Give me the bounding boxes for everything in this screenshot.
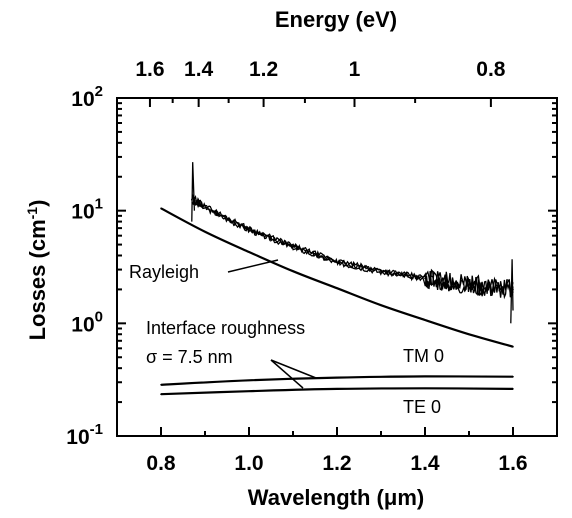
tm0-series-point (512, 375, 514, 378)
plot-layer (160, 162, 514, 396)
y-tick-exp: -1 (90, 421, 103, 438)
y-tick-base: 10 (71, 313, 94, 336)
rayleigh-leader (227, 259, 279, 273)
y-axis-title-main: Losses (cm (25, 219, 50, 340)
y-tick-label: 102 (71, 83, 103, 111)
rayleigh-series-point (204, 230, 206, 233)
x-tick-label: 1.0 (234, 452, 263, 475)
y-tick-base: 10 (71, 201, 94, 224)
y-tick-label: 101 (71, 196, 103, 224)
y-tick-base: 10 (66, 426, 89, 449)
tm0-label: TM 0 (403, 346, 444, 366)
rayleigh-series-point (160, 207, 162, 210)
rayleigh-label: Rayleigh (129, 262, 199, 282)
y-tick-base: 10 (71, 88, 94, 111)
y-tick-label: 100 (71, 308, 103, 336)
x-tick-label: 1.2 (322, 452, 351, 475)
te0-series-point (424, 387, 426, 390)
rayleigh-series-point (512, 345, 514, 348)
tm0-series-point (336, 376, 338, 379)
rayleigh-series-point (468, 333, 470, 336)
x-axis-title-text: Wavelength (μm) (248, 485, 424, 510)
x2-tick-label: 0.8 (476, 58, 506, 81)
y-axis-title-sup: -1 (24, 207, 40, 220)
plot-frame (116, 97, 558, 437)
te0-series-point (336, 388, 338, 390)
sigma-label: σ = 7.5 nm (146, 347, 233, 367)
x-tick-label: 0.8 (146, 452, 176, 475)
te0-series-point (248, 390, 250, 392)
rayleigh-series-point (380, 304, 382, 306)
rayleigh-series-point (248, 251, 250, 253)
y-tick-exp: 1 (95, 196, 103, 213)
sigma-leader-tm (270, 359, 317, 379)
measured-series-spike-start (191, 162, 196, 222)
x2-tick-label: 1.6 (135, 58, 164, 81)
y-tick-label: 10-1 (66, 421, 103, 449)
top-axis-title: Energy (eV) (275, 7, 397, 32)
x-tick-label: 1.6 (498, 452, 527, 475)
x2-tick-label: 1 (349, 58, 361, 81)
x2-tick-label: 1.2 (249, 58, 278, 81)
rayleigh-series-point (424, 319, 426, 321)
sigma-leader-te (270, 359, 304, 389)
y-tick-exp: 0 (95, 308, 103, 325)
interface-roughness-label: Interface roughness (146, 318, 305, 338)
tm0-series-point (248, 379, 250, 382)
measured-series-spike-end (510, 259, 514, 324)
x2-tick-label: 1.4 (184, 58, 214, 81)
te0-label: TE 0 (403, 397, 441, 417)
rayleigh-series-point (336, 287, 338, 290)
y-tick-exp: 2 (95, 83, 103, 100)
rayleigh-series-point (292, 270, 294, 273)
y-axis-title: Losses (cm-1) (24, 200, 50, 341)
x-tick-label: 1.4 (410, 452, 440, 475)
x-axis-title: Wavelength (μm) (248, 485, 424, 510)
te0-series-point (160, 393, 162, 395)
tm0-series-point (424, 375, 426, 378)
measured-series-trace (191, 193, 514, 296)
te0-series-point (512, 388, 514, 390)
y-axis-title-close: ) (25, 200, 50, 207)
tm0-series-point (160, 383, 162, 386)
